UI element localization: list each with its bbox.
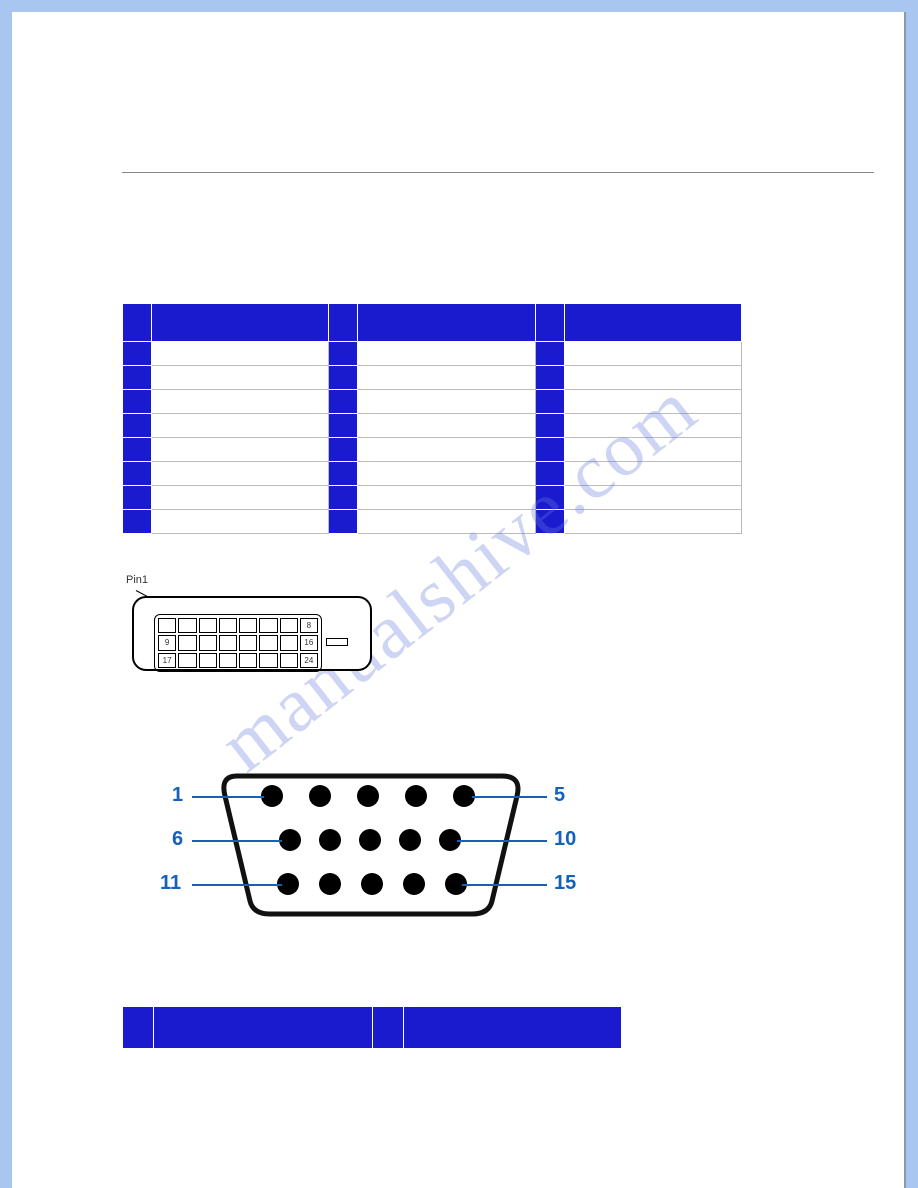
- dvi-pin: [280, 618, 298, 633]
- dvi-connector: 8 9 16 17: [122, 588, 377, 676]
- table-row: [123, 342, 742, 366]
- vga-leader-line: [472, 796, 547, 798]
- table-header: [403, 1007, 621, 1049]
- vga-pin: [399, 829, 421, 851]
- vga-pin: [309, 785, 331, 807]
- vga-pin-number: 10: [554, 828, 576, 851]
- vga-leader-line: [462, 884, 547, 886]
- dvi-pin: [259, 618, 277, 633]
- dvi-pin: [178, 618, 196, 633]
- vga-leader-line: [192, 840, 282, 842]
- dvi-pin: [280, 653, 298, 668]
- table-header: [372, 1007, 403, 1049]
- outer-frame: manualshive.com: [0, 0, 918, 1188]
- table-header: [123, 1007, 154, 1049]
- vga-pin-number: 11: [160, 872, 181, 895]
- dvi-pin: 9: [158, 635, 176, 650]
- vga-pin-number: 5: [554, 784, 565, 807]
- vga-pin: [319, 873, 341, 895]
- vga-pin: [261, 785, 283, 807]
- dvi-pin: [259, 635, 277, 650]
- pin-assignment-table: [122, 303, 742, 534]
- dvi-pin-grid: 8 9 16 17: [154, 614, 322, 672]
- dvi-pin: [219, 653, 237, 668]
- dvi-pin: [199, 635, 217, 650]
- dvi-pin: [178, 635, 196, 650]
- dvi-ground-blade: [326, 638, 348, 646]
- table-row: [123, 366, 742, 390]
- vga-pin: [405, 785, 427, 807]
- vga-connector-diagram: 1 6 11 5 10 15: [122, 766, 642, 946]
- table-row: [123, 462, 742, 486]
- dvi-pin: 17: [158, 653, 176, 668]
- dvi-pin: 8: [300, 618, 318, 633]
- table-header: [535, 304, 564, 342]
- dvi-pin: [178, 653, 196, 668]
- vga-leader-line: [192, 796, 264, 798]
- table-header: [329, 304, 358, 342]
- vga-pin-number: 15: [554, 872, 576, 895]
- vga-pin: [403, 873, 425, 895]
- vga-pin-number: 1: [172, 784, 183, 807]
- table-header: [564, 304, 741, 342]
- table-header: [152, 304, 329, 342]
- vga-pin: [279, 829, 301, 851]
- dvi-pin: [219, 635, 237, 650]
- horizontal-rule: [122, 172, 874, 173]
- dvi-pin: [239, 635, 257, 650]
- vga-pin: [357, 785, 379, 807]
- table-header: [123, 304, 152, 342]
- table-header: [154, 1007, 372, 1049]
- vga-leader-line: [457, 840, 547, 842]
- vga-leader-line: [192, 884, 282, 886]
- table-row: [123, 414, 742, 438]
- table-row: [123, 390, 742, 414]
- dvi-pin: [239, 653, 257, 668]
- table-header: [358, 304, 535, 342]
- dvi-pin1-label: Pin1: [126, 574, 874, 586]
- dvi-pin: [219, 618, 237, 633]
- vga-pin: [359, 829, 381, 851]
- dvi-pin: [199, 618, 217, 633]
- dvi-pin: [199, 653, 217, 668]
- content-area: Pin1 8 9: [12, 12, 904, 1049]
- table-body: [123, 342, 742, 534]
- dvi-connector-diagram: Pin1 8 9: [122, 574, 874, 676]
- dvi-pin: [259, 653, 277, 668]
- document-page: manualshive.com: [12, 12, 906, 1188]
- vga-pin-table: [122, 1006, 622, 1049]
- left-margin: [12, 12, 107, 1188]
- vga-pin: [361, 873, 383, 895]
- vga-pin: [319, 829, 341, 851]
- dvi-pin: [280, 635, 298, 650]
- dvi-pin: [158, 618, 176, 633]
- table-row: [123, 486, 742, 510]
- dvi-pin: [239, 618, 257, 633]
- table-row: [123, 438, 742, 462]
- dvi-pin: 16: [300, 635, 318, 650]
- table-row: [123, 510, 742, 534]
- dvi-shell: 8 9 16 17: [132, 596, 372, 671]
- dvi-pin: 24: [300, 653, 318, 668]
- vga-pin-number: 6: [172, 828, 183, 851]
